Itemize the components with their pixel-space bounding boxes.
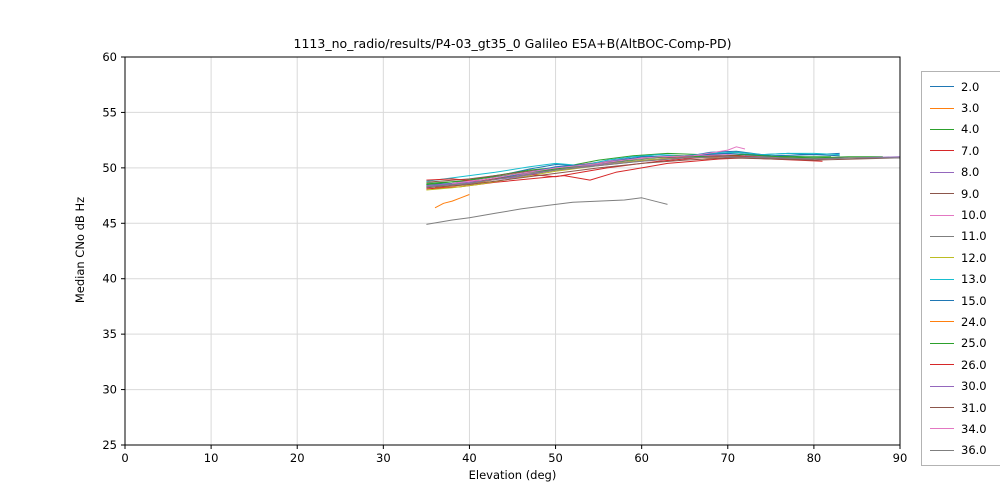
- legend-label: 15.0: [961, 293, 987, 308]
- legend-entry: 3.0: [930, 97, 1000, 118]
- legend-label: 12.0: [961, 250, 987, 265]
- legend-label: 24.0: [961, 314, 987, 329]
- legend-entry: 2.0: [930, 76, 1000, 97]
- legend-line-swatch: [930, 449, 954, 451]
- legend-entry: 12.0: [930, 247, 1000, 268]
- legend-line-swatch: [930, 385, 954, 387]
- legend-label: 26.0: [961, 357, 987, 372]
- x-tick-label: 40: [462, 451, 477, 465]
- series-line-31.0: [426, 157, 901, 189]
- legend-line-swatch: [930, 150, 954, 152]
- legend-line-swatch: [930, 214, 954, 216]
- legend-entry: 13.0: [930, 269, 1000, 290]
- legend-label: 9.0: [961, 186, 980, 201]
- legend-line-swatch: [930, 300, 954, 302]
- y-tick-label: 50: [102, 161, 117, 175]
- legend-entry: 26.0: [930, 354, 1000, 375]
- y-tick-label: 45: [102, 216, 117, 230]
- legend-entry: 24.0: [930, 311, 1000, 332]
- legend-entry: 36.0: [930, 440, 1000, 461]
- legend-label: 36.0: [961, 443, 987, 458]
- legend-label: 31.0: [961, 400, 987, 415]
- legend-label: 2.0: [961, 79, 980, 94]
- series-line-13.0: [426, 151, 840, 182]
- legend-label: 30.0: [961, 379, 987, 394]
- x-tick-label: 60: [634, 451, 649, 465]
- legend-label: 34.0: [961, 421, 987, 436]
- legend-label: 8.0: [961, 165, 980, 180]
- legend-label: 7.0: [961, 143, 980, 158]
- chart-title: 1113_no_radio/results/P4-03_gt35_0 Galil…: [293, 36, 732, 51]
- legend-line-swatch: [930, 278, 954, 280]
- y-tick-label: 30: [102, 383, 117, 397]
- legend-entry: 10.0: [930, 204, 1000, 225]
- axes-frame: [124, 56, 901, 446]
- legend-label: 3.0: [961, 101, 980, 116]
- x-tick-label: 20: [290, 451, 305, 465]
- series-line-26.0: [426, 155, 814, 182]
- x-tick-label: 30: [376, 451, 391, 465]
- legend-entry: 7.0: [930, 140, 1000, 161]
- y-tick-label: 40: [102, 272, 117, 286]
- series-line-24.0: [434, 194, 470, 209]
- series-line-12.0: [426, 156, 763, 191]
- legend-line-swatch: [930, 128, 954, 130]
- legend-line-swatch: [930, 171, 954, 173]
- y-axis-label: Median CNo dB Hz: [73, 196, 87, 304]
- x-tick-label: 50: [548, 451, 563, 465]
- x-tick-label: 0: [121, 451, 128, 465]
- series-line-34.0: [452, 146, 746, 184]
- legend-entry: 25.0: [930, 333, 1000, 354]
- legend-entry: 30.0: [930, 375, 1000, 396]
- legend-entry: 31.0: [930, 397, 1000, 418]
- x-tick-label: 90: [893, 451, 908, 465]
- series-line-11.0: [426, 197, 668, 225]
- legend-line-swatch: [930, 107, 954, 109]
- legend-label: 4.0: [961, 122, 980, 137]
- legend-line-swatch: [930, 86, 954, 88]
- legend-entry: 8.0: [930, 162, 1000, 183]
- legend: 2.0 3.0 4.0 7.0 8.0 9.0 10.0 11.0 12.0 13.0 15.0 24…: [921, 71, 1000, 467]
- legend-line-swatch: [930, 407, 954, 409]
- legend-line-swatch: [930, 321, 954, 323]
- legend-label: 13.0: [961, 272, 987, 287]
- legend-entry: 4.0: [930, 119, 1000, 140]
- legend-label: 25.0: [961, 336, 987, 351]
- x-axis-label: Elevation (deg): [468, 468, 557, 482]
- x-tick-label: 70: [720, 451, 735, 465]
- legend-label: 11.0: [961, 229, 987, 244]
- y-tick-label: 60: [102, 50, 117, 64]
- legend-entry: 11.0: [930, 226, 1000, 247]
- series-line-36.0: [426, 156, 900, 188]
- legend-entry: 9.0: [930, 183, 1000, 204]
- legend-line-swatch: [930, 342, 954, 344]
- y-tick-label: 35: [102, 327, 117, 341]
- legend-line-swatch: [930, 364, 954, 366]
- y-tick-label: 25: [102, 438, 117, 452]
- legend-line-swatch: [930, 257, 954, 259]
- legend-entry: 34.0: [930, 418, 1000, 439]
- y-tick-label: 55: [102, 105, 117, 119]
- x-tick-label: 80: [807, 451, 822, 465]
- x-tick-label: 10: [204, 451, 219, 465]
- legend-line-swatch: [930, 193, 954, 195]
- legend-label: 10.0: [961, 208, 987, 223]
- legend-entry: 15.0: [930, 290, 1000, 311]
- legend-line-swatch: [930, 235, 954, 237]
- legend-line-swatch: [930, 428, 954, 430]
